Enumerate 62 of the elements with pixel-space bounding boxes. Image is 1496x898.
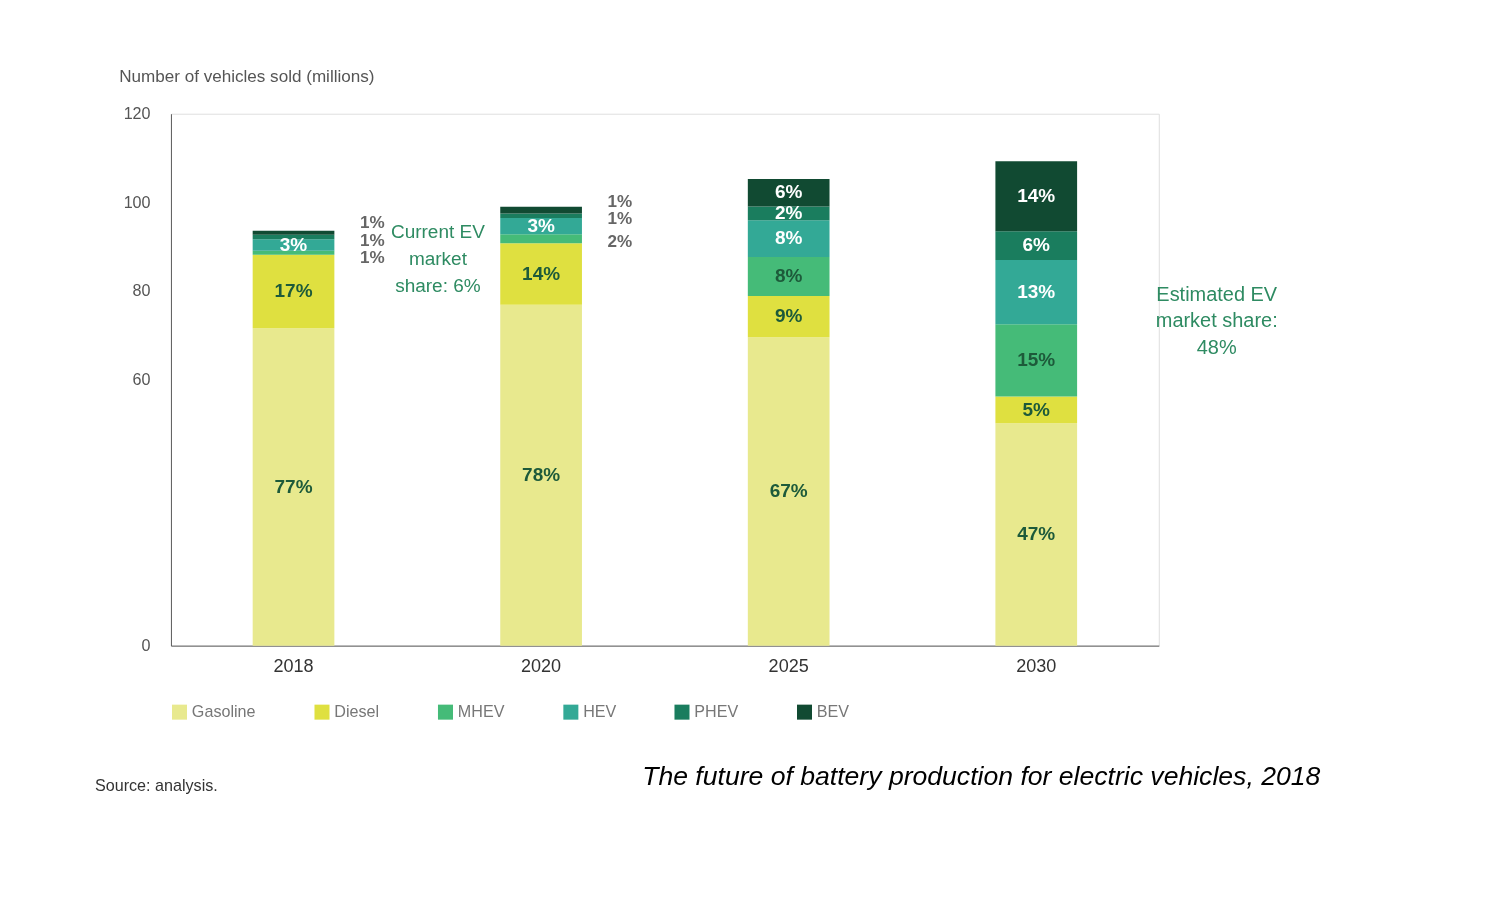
- annotation: 2%: [607, 232, 633, 252]
- annotation: Current EV market share: 6%: [390, 221, 486, 296]
- bar: [252, 250, 335, 255]
- annotation: 14%: [522, 262, 561, 284]
- bar: [747, 295, 830, 338]
- bar: [500, 243, 582, 305]
- annotation: 17%: [274, 280, 313, 302]
- annotation: 3%: [279, 233, 308, 255]
- y-axis-title: Number of vehicles sold (millions): [119, 66, 375, 86]
- annotation: 3%: [527, 214, 555, 236]
- bar: [995, 260, 1078, 325]
- annotation: 8%: [774, 227, 803, 249]
- annotation: 5%: [1022, 398, 1051, 420]
- x-tick-label: 2020: [521, 655, 562, 676]
- annotation: 13%: [1017, 280, 1056, 302]
- x-tick-label: 2025: [768, 655, 809, 676]
- annotation: 6%: [1022, 234, 1051, 256]
- bar: [747, 256, 830, 296]
- annotation: 8%: [774, 265, 803, 287]
- annotation: 9%: [774, 305, 803, 327]
- text: The future of battery production for electric vehicles, 2018: [642, 761, 1321, 792]
- bar: [747, 337, 830, 646]
- legend-label: Gasoline: [191, 701, 256, 720]
- bar: [995, 324, 1078, 397]
- annotation: 1%: [360, 247, 385, 267]
- annotation: 6%: [774, 181, 803, 203]
- annotation: 1%: [360, 213, 385, 233]
- source-note: Source: analysis.: [94, 775, 218, 794]
- y-tick-label: 0: [141, 635, 151, 654]
- legend-label: Diesel: [334, 701, 380, 720]
- annotation: 1%: [607, 209, 633, 229]
- bar: [995, 423, 1078, 646]
- bar: [252, 254, 335, 329]
- y-tick-label: 100: [123, 192, 151, 211]
- bar: [252, 230, 335, 235]
- bar: [995, 161, 1078, 232]
- y-tick-label: 120: [123, 103, 151, 122]
- annotation: 78%: [522, 463, 561, 485]
- legend-label: PHEV: [694, 701, 739, 720]
- bar: [995, 231, 1078, 261]
- bar: [500, 206, 582, 214]
- bar: [747, 220, 830, 257]
- bar: [500, 234, 582, 244]
- annotation: 1%: [360, 230, 385, 250]
- x-tick-label: 2030: [1016, 655, 1057, 676]
- legend-label: MHEV: [457, 701, 505, 720]
- annotation: 14%: [1017, 184, 1056, 206]
- legend-label: BEV: [816, 701, 850, 720]
- annotation: Estimated EV market share: 48%: [1155, 282, 1278, 358]
- y-tick-label: 60: [132, 369, 151, 388]
- bar: [252, 328, 335, 646]
- annotation: 47%: [1017, 523, 1056, 545]
- annotation: 1%: [607, 192, 633, 212]
- annotation: 67%: [769, 480, 808, 502]
- bar: [500, 213, 582, 218]
- annotation: 15%: [1017, 349, 1056, 371]
- y-tick-label: 80: [132, 281, 151, 300]
- x-tick-label: 2018: [273, 655, 314, 676]
- legend-label: HEV: [583, 701, 617, 720]
- bar: [500, 304, 582, 646]
- annotation: 77%: [274, 475, 313, 497]
- annotation: 2%: [774, 201, 803, 223]
